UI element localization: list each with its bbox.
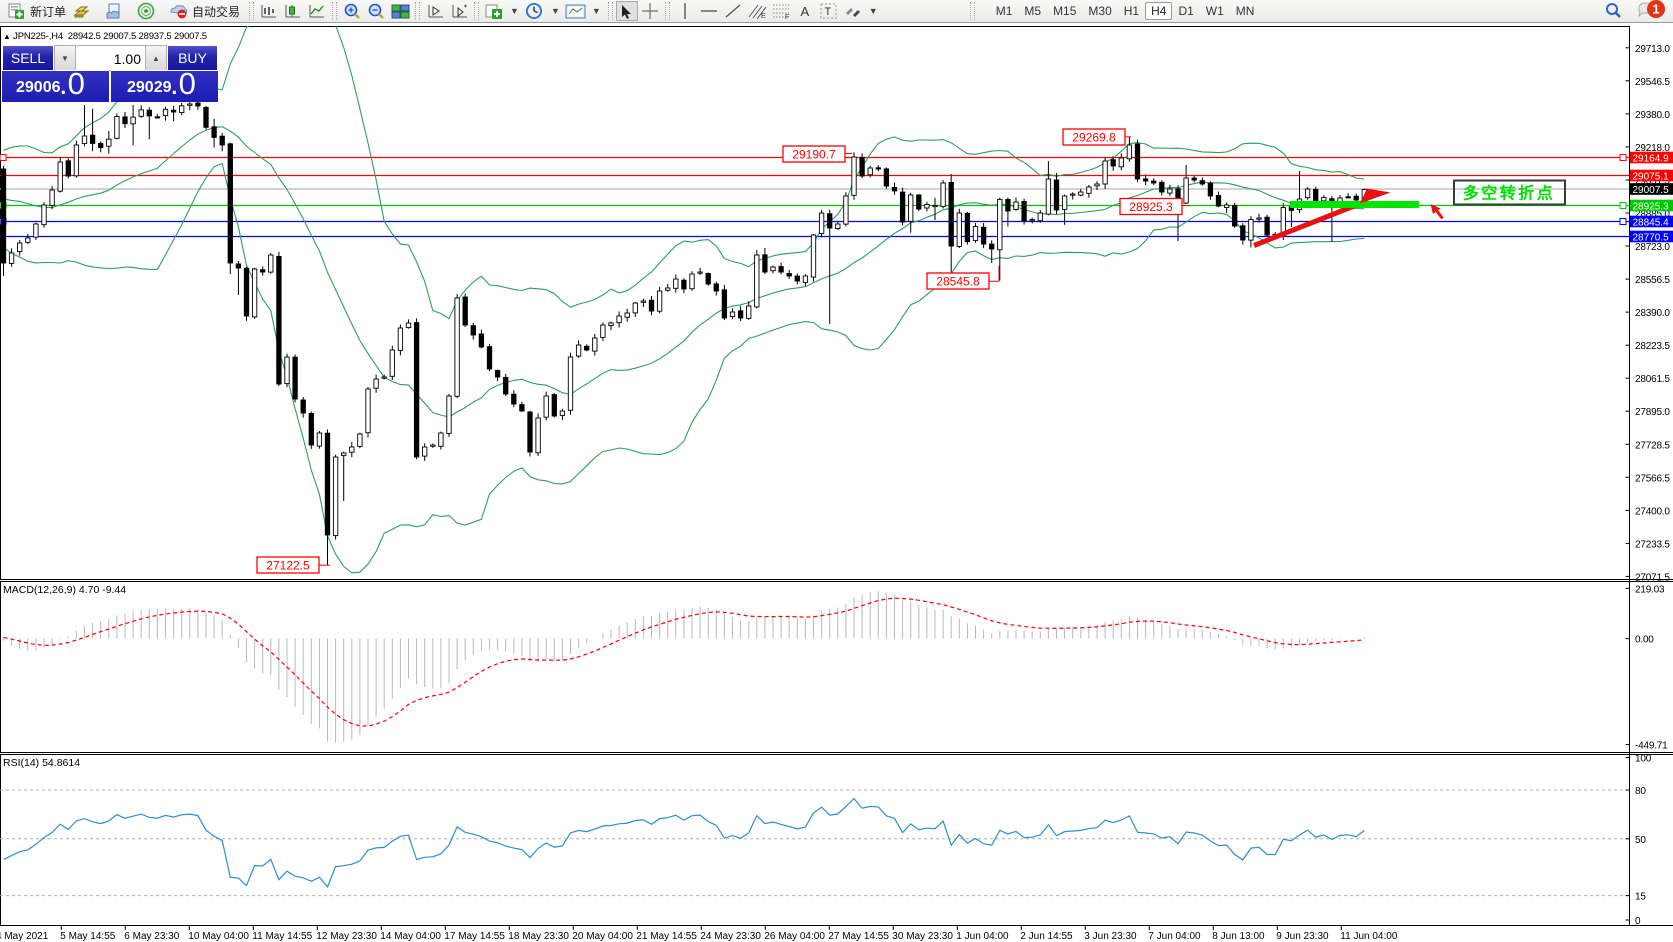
svg-text:0: 0 — [1635, 916, 1641, 927]
svg-text:14 May 04:00: 14 May 04:00 — [380, 931, 441, 942]
svg-text:4 May 2021: 4 May 2021 — [0, 931, 49, 942]
svg-text:多空转折点: 多空转折点 — [1463, 184, 1556, 203]
svg-text:29164.9: 29164.9 — [1633, 154, 1670, 165]
svg-text:27233.5: 27233.5 — [1635, 539, 1670, 550]
svg-text:29713.0: 29713.0 — [1635, 44, 1670, 55]
svg-text:27122.5: 27122.5 — [266, 559, 310, 573]
svg-text:29380.0: 29380.0 — [1635, 110, 1670, 121]
svg-text:29218.0: 29218.0 — [1635, 143, 1670, 154]
svg-text:28390.0: 28390.0 — [1635, 308, 1670, 319]
svg-text:12 May 23:30: 12 May 23:30 — [316, 931, 377, 942]
svg-text:0.00: 0.00 — [1635, 635, 1654, 646]
svg-text:11 Jun 04:00: 11 Jun 04:00 — [1340, 931, 1398, 942]
svg-text:29075.1: 29075.1 — [1633, 172, 1670, 183]
svg-text:28885.0: 28885.0 — [1635, 209, 1670, 220]
svg-text:28556.5: 28556.5 — [1635, 275, 1670, 286]
svg-text:F: F — [785, 14, 789, 20]
svg-text:29051.5: 29051.5 — [1635, 176, 1670, 187]
svg-text:28925.3: 28925.3 — [1129, 200, 1173, 214]
svg-text:29007.5: 29007.5 — [1633, 185, 1670, 196]
svg-text:219.03: 219.03 — [1635, 584, 1665, 595]
svg-text:28061.5: 28061.5 — [1635, 374, 1670, 385]
svg-text:2 Jun 14:55: 2 Jun 14:55 — [1020, 931, 1073, 942]
svg-text:MACD(12,26,9) 4.70 -9.44: MACD(12,26,9) 4.70 -9.44 — [3, 584, 126, 596]
svg-text:11 May 14:55: 11 May 14:55 — [252, 931, 312, 942]
svg-text:27 May 14:55: 27 May 14:55 — [828, 931, 889, 942]
svg-text:3 Jun 23:30: 3 Jun 23:30 — [1084, 931, 1137, 942]
svg-text:27566.5: 27566.5 — [1635, 473, 1670, 484]
svg-text:28545.8: 28545.8 — [936, 275, 980, 289]
svg-text:24 May 23:30: 24 May 23:30 — [700, 931, 761, 942]
svg-text:28723.0: 28723.0 — [1635, 242, 1670, 253]
svg-text:T: T — [824, 6, 831, 18]
svg-text:28223.5: 28223.5 — [1635, 341, 1670, 352]
svg-text:8 Jun 13:00: 8 Jun 13:00 — [1212, 931, 1265, 942]
svg-text:50: 50 — [1635, 835, 1646, 846]
svg-text:1 Jun 04:00: 1 Jun 04:00 — [956, 931, 1009, 942]
svg-text:15: 15 — [1635, 892, 1646, 903]
svg-text:6 May 23:30: 6 May 23:30 — [124, 931, 179, 942]
svg-text:29269.8: 29269.8 — [1072, 131, 1116, 145]
svg-text:-449.71: -449.71 — [1635, 741, 1668, 752]
svg-text:9 Jun 23:30: 9 Jun 23:30 — [1276, 931, 1329, 942]
svg-text:27071.5: 27071.5 — [1635, 572, 1670, 583]
svg-text:28925.3: 28925.3 — [1633, 202, 1670, 213]
svg-text:29190.7: 29190.7 — [792, 148, 836, 162]
svg-text:28770.5: 28770.5 — [1633, 233, 1670, 244]
svg-text:20 May 04:00: 20 May 04:00 — [572, 931, 633, 942]
svg-text:28845.4: 28845.4 — [1633, 218, 1670, 229]
svg-text:30 May 23:30: 30 May 23:30 — [892, 931, 953, 942]
svg-text:21 May 14:55: 21 May 14:55 — [636, 931, 697, 942]
svg-text:18 May 23:30: 18 May 23:30 — [508, 931, 569, 942]
svg-text:80: 80 — [1635, 786, 1646, 797]
svg-text:27728.5: 27728.5 — [1635, 440, 1670, 451]
svg-text:29546.5: 29546.5 — [1635, 77, 1670, 88]
svg-text:27895.0: 27895.0 — [1635, 407, 1670, 418]
svg-text:7 Jun 04:00: 7 Jun 04:00 — [1148, 931, 1201, 942]
svg-text:27400.0: 27400.0 — [1635, 506, 1670, 517]
svg-text:10 May 04:00: 10 May 04:00 — [188, 931, 249, 942]
svg-text:17 May 14:55: 17 May 14:55 — [444, 931, 505, 942]
svg-text:26 May 04:00: 26 May 04:00 — [764, 931, 825, 942]
svg-text:E: E — [761, 13, 766, 20]
svg-text:RSI(14) 54.8614: RSI(14) 54.8614 — [3, 757, 80, 769]
svg-text:5 May 14:55: 5 May 14:55 — [60, 931, 115, 942]
svg-text:100: 100 — [1635, 754, 1652, 765]
svg-text:1: 1 — [1652, 2, 1659, 17]
